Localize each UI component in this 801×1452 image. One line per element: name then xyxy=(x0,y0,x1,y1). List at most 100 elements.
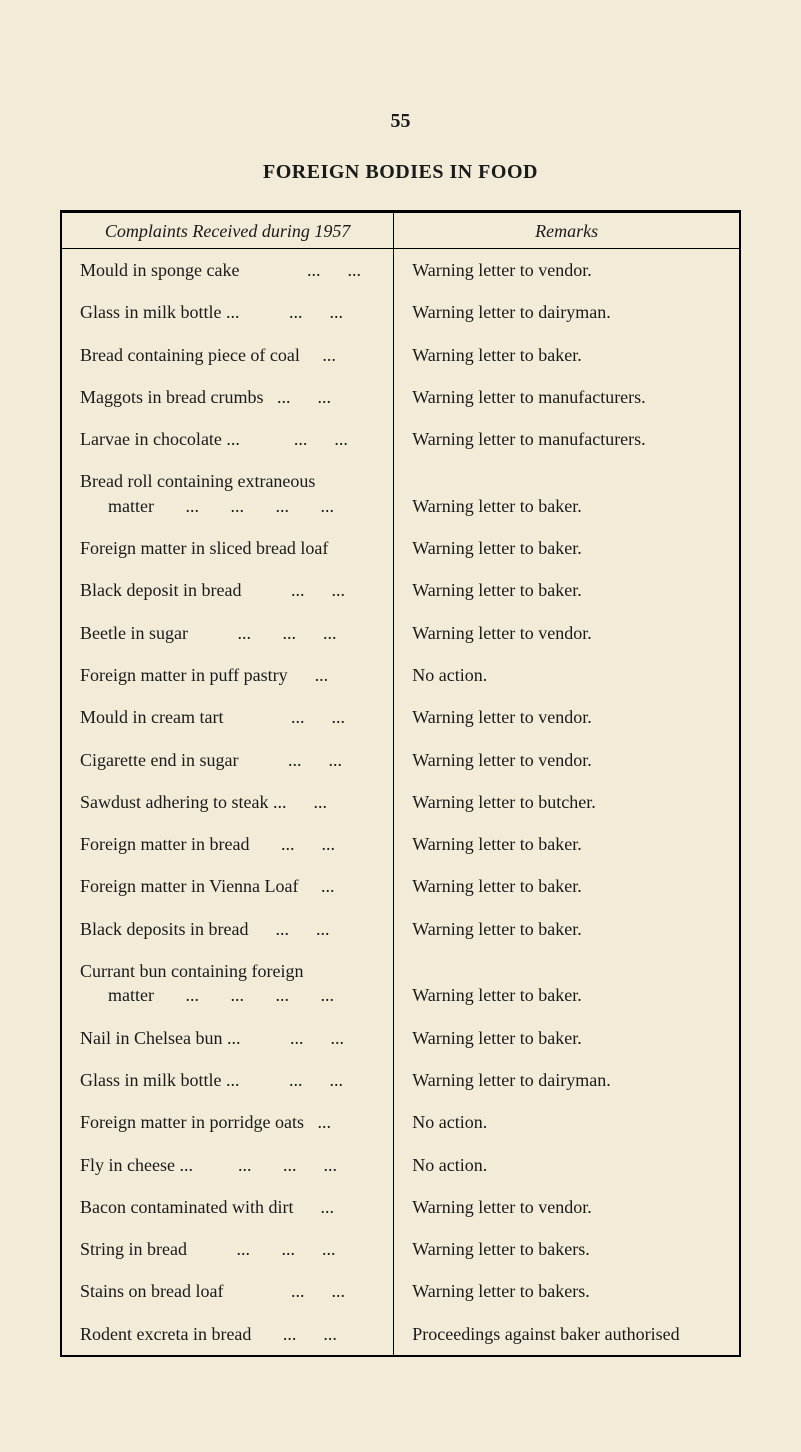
table-row: Foreign matter in puff pastry ... No acti… xyxy=(62,654,739,696)
remark-cell: Warning letter to baker. xyxy=(394,1017,739,1059)
table-header-row: Complaints Received during 1957 Remarks xyxy=(62,213,739,249)
page-number: 55 xyxy=(60,110,741,133)
table-row: Foreign matter in Vienna Loaf ... Warning… xyxy=(62,865,739,907)
complaint-text: String in bread ... ... ... xyxy=(80,1239,335,1259)
complaint-cell: Nail in Chelsea bun ... ... ... xyxy=(62,1017,394,1059)
complaint-text: Glass in milk bottle ... ... ... xyxy=(80,1070,343,1090)
column-header-remarks: Remarks xyxy=(394,213,739,249)
complaint-text: Foreign matter in Vienna Loaf ... xyxy=(80,876,335,896)
remark-cell: Warning letter to baker. xyxy=(394,908,739,950)
remark-cell: No action. xyxy=(394,654,739,696)
table-row: Bread roll containing extraneous matter .… xyxy=(62,460,739,527)
table-row: Stains on bread loaf ... ... Warning lett… xyxy=(62,1270,739,1312)
remark-cell: Warning letter to vendor. xyxy=(394,1186,739,1228)
complaint-cell: Foreign matter in bread ... ... xyxy=(62,823,394,865)
complaint-cell: Black deposits in bread ... ... xyxy=(62,908,394,950)
remark-cell: Warning letter to baker. xyxy=(394,334,739,376)
remark-cell: Warning letter to baker. xyxy=(394,865,739,907)
complaint-cell: Glass in milk bottle ... ... ... xyxy=(62,1059,394,1101)
complaint-cell: Beetle in sugar ... ... ... xyxy=(62,612,394,654)
complaint-text: Foreign matter in porridge oats ... xyxy=(80,1112,331,1132)
complaint-cell: Sawdust adhering to steak ... ... xyxy=(62,781,394,823)
complaint-text: Stains on bread loaf ... ... xyxy=(80,1281,345,1301)
complaint-cell: Cigarette end in sugar ... ... xyxy=(62,739,394,781)
remark-cell: Warning letter to baker. xyxy=(394,823,739,865)
table-row: String in bread ... ... ... Warning lette… xyxy=(62,1228,739,1270)
remark-cell: Warning letter to butcher. xyxy=(394,781,739,823)
table-row: Foreign matter in porridge oats ... No ac… xyxy=(62,1101,739,1143)
remark-cell: Warning letter to dairyman. xyxy=(394,1059,739,1101)
complaint-text: Glass in milk bottle ... ... ... xyxy=(80,302,343,322)
table-row: Mould in cream tart ... ... Warning lette… xyxy=(62,696,739,738)
complaint-cell: Rodent excreta in bread ... ... xyxy=(62,1313,394,1355)
remark-cell: Warning letter to vendor. xyxy=(394,612,739,654)
table-row: Glass in milk bottle ... ... ... Warning … xyxy=(62,1059,739,1101)
complaint-text: Sawdust adhering to steak ... ... xyxy=(80,792,327,812)
complaint-cell: Bread containing piece of coal ... xyxy=(62,334,394,376)
complaint-text: Fly in cheese ... ... ... ... xyxy=(80,1155,337,1175)
page-title: FOREIGN BODIES IN FOOD xyxy=(60,161,741,184)
table-row: Sawdust adhering to steak ... ... Warning… xyxy=(62,781,739,823)
remark-cell: Warning letter to manufacturers. xyxy=(394,418,739,460)
remark-cell: Warning letter to baker. xyxy=(394,460,739,527)
complaint-text: Rodent excreta in bread ... ... xyxy=(80,1324,337,1344)
table-row: Beetle in sugar ... ... ... Warning lette… xyxy=(62,612,739,654)
column-header-complaints: Complaints Received during 1957 xyxy=(62,213,394,249)
remark-cell: Warning letter to dairyman. xyxy=(394,291,739,333)
complaint-cell: Foreign matter in sliced bread loaf xyxy=(62,527,394,569)
table-row: Larvae in chocolate ... ... ... Warning l… xyxy=(62,418,739,460)
table-row: Black deposits in bread ... ... Warning l… xyxy=(62,908,739,950)
table-row: Foreign matter in bread ... ... Warning l… xyxy=(62,823,739,865)
remark-cell: Warning letter to baker. xyxy=(394,950,739,1017)
remark-cell: Warning letter to vendor. xyxy=(394,739,739,781)
complaint-cell: Stains on bread loaf ... ... xyxy=(62,1270,394,1312)
complaint-text: Beetle in sugar ... ... ... xyxy=(80,623,336,643)
complaint-text: Foreign matter in sliced bread loaf xyxy=(80,538,328,558)
complaint-cell: Bacon contaminated with dirt ... xyxy=(62,1186,394,1228)
remark-cell: Warning letter to bakers. xyxy=(394,1270,739,1312)
remark-cell: Warning letter to baker. xyxy=(394,527,739,569)
table-row: Glass in milk bottle ... ... ... Warning … xyxy=(62,291,739,333)
complaint-text: Bacon contaminated with dirt ... xyxy=(80,1197,334,1217)
remark-cell: Warning letter to bakers. xyxy=(394,1228,739,1270)
table-row: Black deposit in bread ... ...Warning le… xyxy=(62,569,739,611)
complaint-text: Mould in sponge cake ... ... xyxy=(80,260,361,280)
complaint-cell: Fly in cheese ... ... ... ... xyxy=(62,1144,394,1186)
complaint-cell: String in bread ... ... ... xyxy=(62,1228,394,1270)
remark-cell: No action. xyxy=(394,1144,739,1186)
complaint-continuation: matter ... ... ... ... xyxy=(80,494,379,518)
complaint-text: Mould in cream tart ... ... xyxy=(80,707,345,727)
complaint-cell: Foreign matter in porridge oats ... xyxy=(62,1101,394,1143)
table-row: Fly in cheese ... ... ... ... No action. xyxy=(62,1144,739,1186)
table-row: Nail in Chelsea bun ... ... ... Warning l… xyxy=(62,1017,739,1059)
complaint-text: Cigarette end in sugar ... ... xyxy=(80,750,342,770)
complaint-cell: Mould in cream tart ... ... xyxy=(62,696,394,738)
complaint-cell: Maggots in bread crumbs ... ... xyxy=(62,376,394,418)
complaint-text: Bread roll containing extraneous xyxy=(80,471,315,491)
remark-cell: Warning letter to vendor. xyxy=(394,696,739,738)
page-container: 55 FOREIGN BODIES IN FOOD Complaints Rec… xyxy=(0,0,801,1417)
table-row: Rodent excreta in bread ... ...Proceedin… xyxy=(62,1313,739,1355)
complaint-text: Foreign matter in puff pastry ... xyxy=(80,665,328,685)
remark-cell: Warning letter to vendor. xyxy=(394,249,739,292)
complaint-cell: Foreign matter in Vienna Loaf ... xyxy=(62,865,394,907)
foreign-bodies-table: Complaints Received during 1957 Remarks … xyxy=(62,213,739,1355)
table-row: Currant bun containing foreignmatter ...… xyxy=(62,950,739,1017)
complaint-text: Foreign matter in bread ... ... xyxy=(80,834,335,854)
remark-cell: Warning letter to baker. xyxy=(394,569,739,611)
table-row: Bacon contaminated with dirt ... Warning … xyxy=(62,1186,739,1228)
complaint-cell: Larvae in chocolate ... ... ... xyxy=(62,418,394,460)
table-body: Mould in sponge cake ... ... Warning lett… xyxy=(62,249,739,1356)
complaint-cell: Currant bun containing foreignmatter ...… xyxy=(62,950,394,1017)
complaint-text: Bread containing piece of coal ... xyxy=(80,345,336,365)
complaint-text: Black deposits in bread ... ... xyxy=(80,919,329,939)
complaint-text: Larvae in chocolate ... ... ... xyxy=(80,429,348,449)
remark-cell: Warning letter to manufacturers. xyxy=(394,376,739,418)
table-row: Cigarette end in sugar ... ... Warning le… xyxy=(62,739,739,781)
complaint-cell: Mould in sponge cake ... ... xyxy=(62,249,394,292)
table-row: Bread containing piece of coal ... Warnin… xyxy=(62,334,739,376)
complaint-text: Nail in Chelsea bun ... ... ... xyxy=(80,1028,344,1048)
complaint-cell: Bread roll containing extraneous matter .… xyxy=(62,460,394,527)
remark-cell: No action. xyxy=(394,1101,739,1143)
complaint-text: Currant bun containing foreign xyxy=(80,961,303,981)
